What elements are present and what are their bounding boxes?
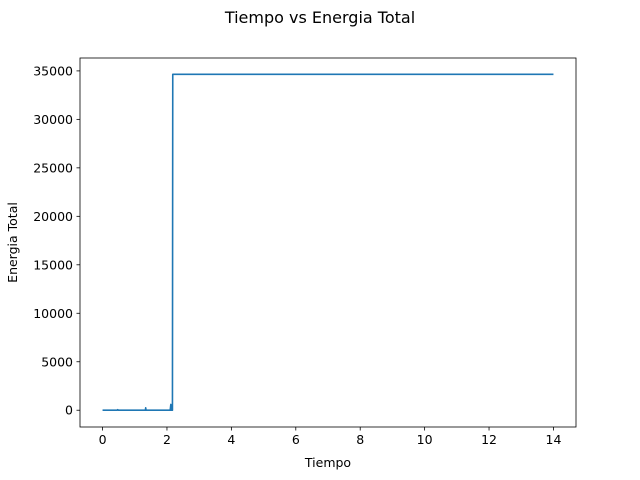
x-tick-label: 8 <box>356 432 364 447</box>
y-tick-label: 25000 <box>33 160 73 175</box>
x-tick-label: 0 <box>99 432 107 447</box>
y-tick-label: 20000 <box>33 209 73 224</box>
chart-title: Tiempo vs Energia Total <box>224 8 415 27</box>
y-axis: 0 5000 10000 15000 20000 25000 30000 35000 <box>33 63 80 418</box>
x-tick-label: 4 <box>227 432 235 447</box>
y-axis-label: Energia Total <box>5 202 20 283</box>
x-axis-label: Tiempo <box>304 455 351 470</box>
x-tick-label: 6 <box>292 432 300 447</box>
y-tick-label: 30000 <box>33 112 73 127</box>
x-tick-label: 10 <box>417 432 433 447</box>
series-layer <box>102 73 554 412</box>
y-tick-label: 10000 <box>33 306 73 321</box>
series-line-0 <box>102 73 554 412</box>
x-tick-label: 12 <box>481 432 497 447</box>
x-axis: 0 2 4 6 8 10 12 14 <box>99 427 562 447</box>
x-tick-label: 14 <box>546 432 562 447</box>
y-tick-label: 15000 <box>33 257 73 272</box>
plot-area <box>79 57 577 428</box>
y-tick-label: 0 <box>65 403 73 418</box>
y-tick-label: 35000 <box>33 63 73 78</box>
y-tick-label: 5000 <box>41 354 73 369</box>
x-tick-label: 2 <box>163 432 171 447</box>
